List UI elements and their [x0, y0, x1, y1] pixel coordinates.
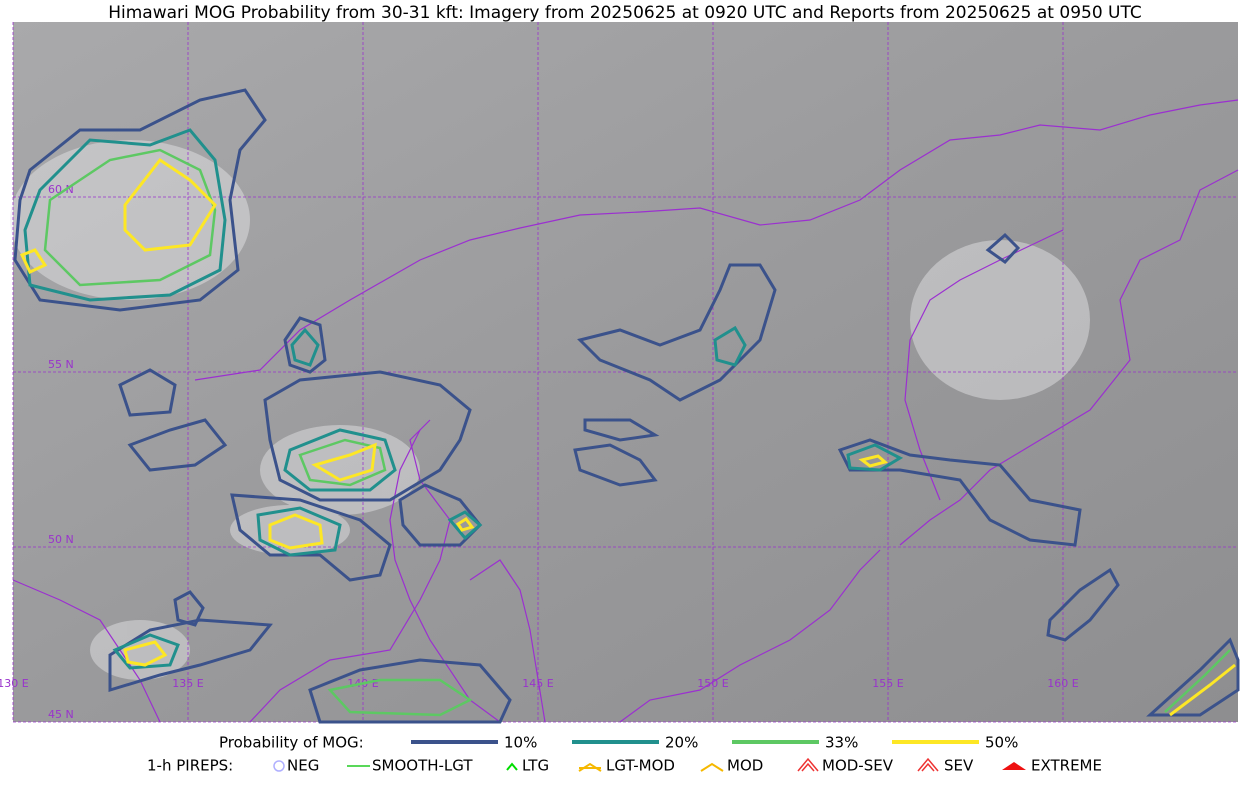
legend-heading: 1-h PIREPS:: [147, 757, 233, 775]
pirep-icon: [700, 762, 724, 772]
lat-label: 60 N: [48, 183, 74, 196]
legend-label: 50%: [985, 734, 1018, 752]
lat-label: 45 N: [48, 708, 74, 721]
lat-label: 55 N: [48, 358, 74, 371]
lon-label: 130 E: [0, 677, 29, 690]
lon-label: 160 E: [1047, 677, 1078, 690]
title: Himawari MOG Probability from 30-31 kft:…: [108, 3, 1142, 23]
lon-label: 145 E: [522, 677, 553, 690]
legend-label: 10%: [504, 734, 537, 752]
legend-heading: Probability of MOG:: [219, 734, 364, 752]
legend-label: SMOOTH-LGT: [372, 757, 473, 775]
legend-label: EXTREME: [1031, 757, 1102, 775]
legend-label: NEG: [287, 757, 319, 775]
legend-label: SEV: [944, 757, 974, 775]
legend-label: LGT-MOD: [606, 757, 675, 775]
legend-label: MOD: [727, 757, 763, 775]
lon-label: 135 E: [172, 677, 203, 690]
lat-label: 50 N: [48, 533, 74, 546]
pirep-icon: [1002, 762, 1026, 770]
legend-label: 20%: [665, 734, 698, 752]
lon-label: 155 E: [872, 677, 903, 690]
legend: Probability of MOG: 10% 20% 33% 50% 1-h PIREP…: [147, 734, 1102, 775]
mog-contours: [13, 88, 1240, 724]
pirep-icon: [917, 757, 939, 772]
legend-label: 33%: [825, 734, 858, 752]
pirep-icon: [797, 757, 819, 772]
coastlines: [12, 99, 1239, 723]
pirep-icon: [578, 762, 602, 772]
pirep-icon: [273, 760, 285, 772]
pirep-icon: [506, 762, 518, 771]
legend-label: MOD-SEV: [822, 757, 894, 775]
legend-label: LTG: [522, 757, 549, 775]
